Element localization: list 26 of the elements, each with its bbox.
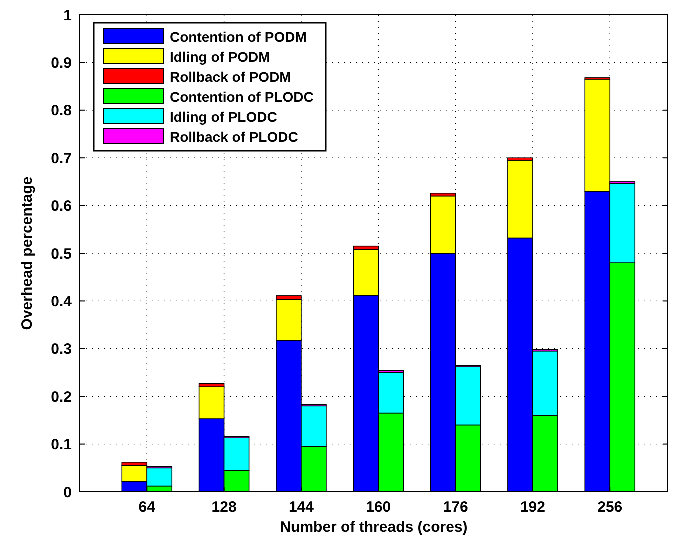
y-tick-label: 0.6 <box>51 198 72 216</box>
y-tick-label: 0.1 <box>51 436 72 454</box>
y-tick-label: 1 <box>64 7 72 24</box>
legend-label: Contention of PLODC <box>170 88 314 105</box>
legend-label: Contention of PODM <box>170 28 307 45</box>
x-tick-label: 128 <box>212 499 237 516</box>
y-tick-label: 0.2 <box>51 388 72 406</box>
y-tick-label: 0.8 <box>51 102 72 120</box>
legend-label: Idling of PLODC <box>170 108 278 125</box>
y-tick-label: 0.5 <box>51 246 72 263</box>
y-tick-label: 0.3 <box>51 341 72 358</box>
x-tick-label: 64 <box>138 499 156 516</box>
x-axis-title: Number of threads (cores) <box>280 519 468 536</box>
legend-label: Idling of PODM <box>170 48 270 65</box>
legend-label: Rollback of PLODC <box>170 128 298 145</box>
x-tick-label: 176 <box>443 499 468 516</box>
legend-label: Rollback of PODM <box>170 68 292 85</box>
y-tick-label: 0.4 <box>51 293 73 310</box>
y-tick-label: 0.9 <box>51 54 72 72</box>
x-tick-label: 160 <box>366 499 392 516</box>
y-tick-label: 0.7 <box>51 150 72 168</box>
x-tick-label: 256 <box>598 499 623 516</box>
x-tick-label: 192 <box>520 499 546 516</box>
x-tick-label: 144 <box>288 499 315 516</box>
y-tick-label: 0 <box>64 484 72 502</box>
y-axis-title: Overhead percentage <box>19 176 36 330</box>
